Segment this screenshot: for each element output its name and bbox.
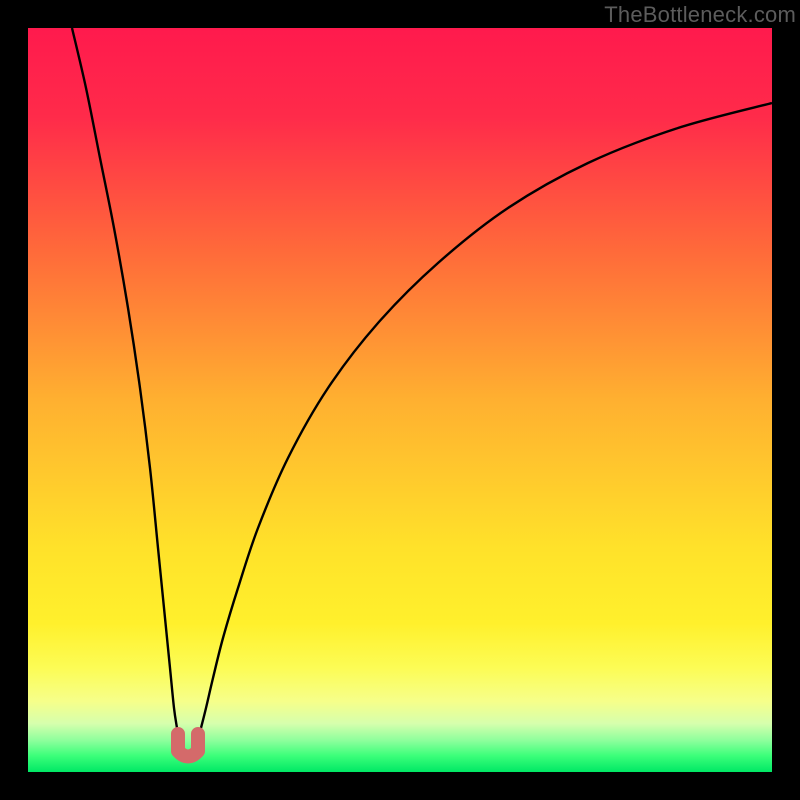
curves-layer	[28, 28, 772, 772]
plot-area	[28, 28, 772, 772]
low-point-marker	[178, 734, 198, 757]
chart-frame: TheBottleneck.com	[0, 0, 800, 800]
curve-left	[72, 28, 179, 740]
curve-right	[198, 103, 772, 740]
watermark-text: TheBottleneck.com	[604, 2, 796, 28]
